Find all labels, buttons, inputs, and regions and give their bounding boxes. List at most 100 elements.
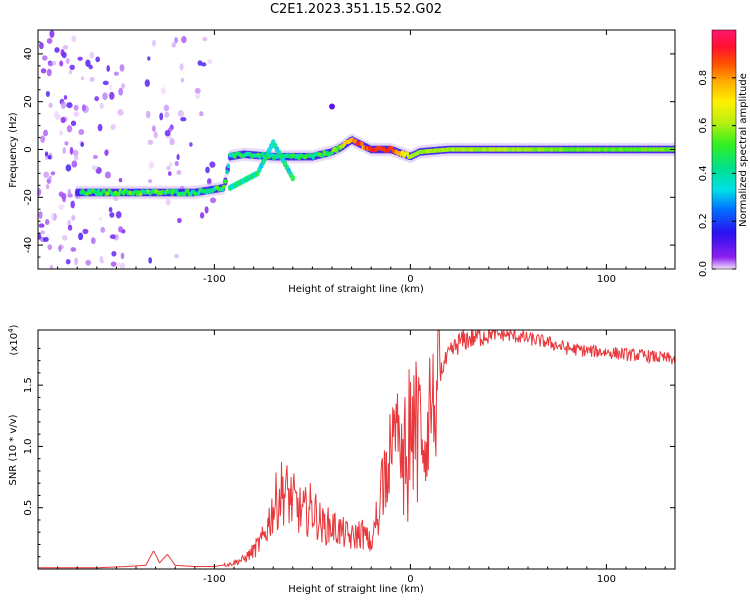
chart-title: C2E1.2023.351.15.52.G02 [270, 2, 442, 17]
noise-dot [60, 101, 67, 109]
noise-dot [176, 153, 180, 161]
noise-dot [99, 102, 104, 110]
noise-dot [174, 160, 179, 167]
ridge-point [334, 148, 339, 154]
noise-dot [47, 244, 53, 251]
ridge-point [223, 179, 228, 184]
noise-dot [67, 188, 72, 197]
noise-dot [66, 125, 73, 133]
colorbar-tick-label: 0.4 [698, 165, 709, 181]
colorbar-tick-label: 0.8 [698, 70, 709, 86]
snr-y-axis-label: SNR (10 * v/v) [8, 414, 19, 485]
noise-dot [45, 90, 50, 98]
noise-dot [209, 197, 217, 204]
noise-dot [54, 110, 60, 119]
snr-line [38, 330, 675, 569]
branch-point [290, 175, 296, 182]
ridge-point [117, 192, 121, 197]
noise-dot [168, 161, 173, 168]
noise-dot [80, 76, 85, 81]
noise-dot [163, 104, 170, 112]
noise-dot [47, 155, 52, 160]
noise-dot [39, 42, 44, 50]
noise-dot [51, 212, 55, 220]
noise-dot [176, 169, 182, 176]
spectrogram-ticks: -100 0 100 -40 -20 0 20 40 [23, 29, 675, 285]
noise-dot [111, 250, 117, 257]
noise-dot [110, 261, 117, 267]
noise-dot [118, 226, 123, 233]
noise-dot [63, 95, 68, 100]
noise-dot [177, 109, 184, 118]
noise-dot [116, 261, 121, 268]
noise-dot [148, 257, 153, 264]
ridge-point [225, 169, 229, 175]
noise-dot [65, 57, 70, 65]
noise-dot [58, 245, 62, 252]
noise-dot [120, 83, 126, 89]
noise-dot [148, 179, 153, 184]
snr-x-axis-label: Height of straight line (km) [288, 584, 424, 595]
noise-dot [109, 84, 113, 91]
noise-dot [119, 262, 126, 269]
colorbar-label: Normalized spectral amplitude [738, 73, 749, 227]
noise-dot [91, 165, 98, 171]
noise-dot [70, 247, 77, 252]
noise-dot [108, 206, 113, 213]
noise-dot [64, 141, 69, 146]
noise-dot [42, 129, 49, 137]
spectrogram-plot-area [38, 30, 675, 269]
noise-dot [167, 171, 172, 176]
noise-dot [102, 92, 108, 101]
noise-dot [69, 146, 74, 155]
ridge-point [360, 141, 364, 147]
noise-dot [58, 203, 65, 211]
noise-dot [209, 161, 216, 168]
noise-dot [113, 71, 119, 76]
x-tick-label: 0 [407, 274, 413, 285]
isolated-blob [329, 103, 335, 110]
noise-dot [174, 253, 180, 259]
y-tick-label: 20 [23, 95, 34, 108]
noise-dot [38, 233, 42, 240]
noise-dot [147, 139, 154, 145]
noise-dot [70, 200, 75, 209]
noise-dot [151, 125, 156, 132]
colorbar-ticks: 0.0 0.2 0.4 0.6 0.8 [698, 70, 736, 277]
noise-dot [49, 264, 54, 269]
noise-dot [180, 77, 185, 83]
colorbar-tick-label: 0.6 [698, 118, 709, 134]
noise-dot [46, 37, 53, 44]
noise-dot [65, 258, 71, 265]
noise-dot [44, 151, 49, 157]
noise-dot [160, 87, 167, 95]
noise-dot [44, 219, 50, 225]
noise-dot [48, 175, 52, 180]
noise-dot [78, 129, 85, 135]
y-tick-label: -40 [23, 237, 34, 253]
snr-plot-area [38, 330, 675, 569]
noise-dot [144, 79, 150, 87]
noise-dot [119, 64, 125, 72]
snr-panel: -100 0 100 0.5 1.0 1.5 Height of straight lin… [7, 324, 676, 595]
noise-dot [73, 104, 79, 111]
x-tick-label: 100 [597, 274, 616, 285]
noise-dot [201, 62, 207, 67]
noise-dot [207, 59, 213, 64]
noise-dot [85, 59, 91, 67]
noise-dot [66, 102, 73, 109]
noise-dot [40, 135, 46, 143]
noise-dot [147, 56, 151, 61]
noise-dot [45, 183, 50, 190]
noise-dot [104, 171, 111, 179]
noise-dot [95, 56, 101, 63]
noise-dot [97, 123, 103, 132]
noise-dot [77, 56, 83, 61]
spectrogram-x-axis-label: Height of straight line (km) [288, 284, 424, 295]
noise-dot [78, 232, 84, 241]
noise-dot [46, 68, 52, 77]
y-tick-label: -20 [23, 189, 34, 205]
noise-dot [166, 165, 171, 171]
noise-dot [204, 206, 209, 214]
